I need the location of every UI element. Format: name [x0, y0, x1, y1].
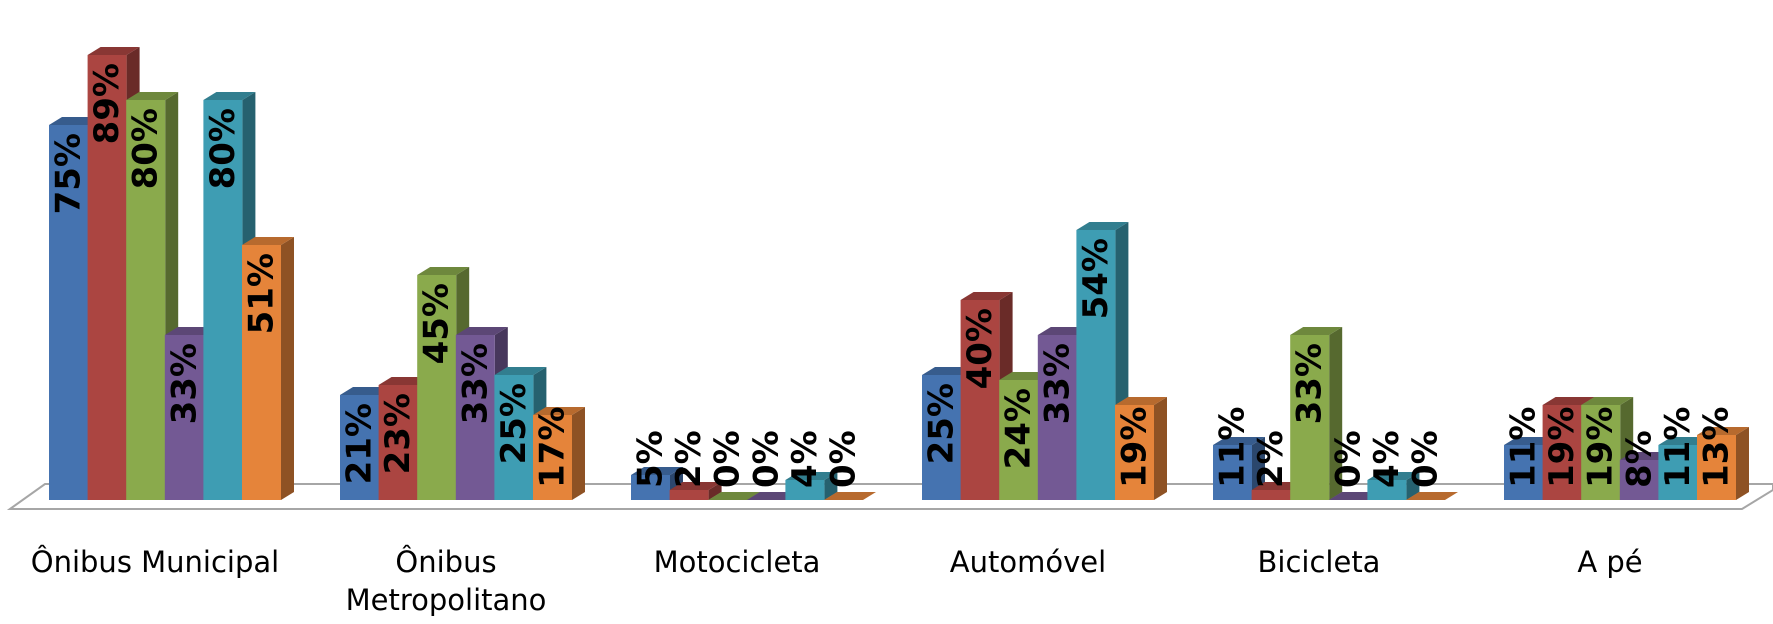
bar-3-5	[1115, 397, 1167, 500]
bar-1-2	[417, 267, 470, 500]
data-label-1-5: 17%	[533, 407, 573, 488]
data-label-5-2: 19%	[1581, 407, 1621, 488]
data-label-1-2: 45%	[417, 283, 457, 364]
category-label-4: Bicicleta	[1258, 545, 1381, 579]
bar-5-5	[1697, 427, 1749, 500]
data-label-4-1: 2%	[1251, 430, 1291, 488]
data-label-0-1: 89%	[87, 63, 127, 144]
data-label-0-5: 51%	[242, 253, 282, 334]
data-label-1-1: 23%	[378, 393, 418, 474]
category-label-1: Ônibus Metropolitano	[346, 545, 547, 617]
data-label-1-4: 25%	[494, 383, 534, 464]
data-label-4-2: 33%	[1290, 343, 1330, 424]
data-label-5-1: 19%	[1542, 407, 1582, 488]
bar-2-2	[708, 492, 761, 500]
data-label-2-4: 4%	[785, 430, 825, 488]
data-label-3-2: 24%	[999, 388, 1039, 469]
data-label-4-3: 0%	[1328, 430, 1368, 488]
bar-3-1	[960, 292, 1013, 500]
data-label-2-1: 2%	[669, 430, 709, 488]
chart-floor	[6, 483, 1773, 510]
bars-group	[49, 47, 1749, 500]
data-label-2-2: 0%	[708, 430, 748, 488]
data-label-0-2: 80%	[126, 108, 166, 189]
data-label-1-0: 21%	[340, 403, 380, 484]
data-labels-group: 75%89%80%33%80%51%21%23%45%33%25%17% 5%2%…	[49, 63, 1737, 488]
data-label-4-4: 4%	[1367, 430, 1407, 488]
category-label-0: Ônibus Municipal	[31, 545, 279, 579]
data-label-2-3: 0%	[746, 430, 786, 488]
bar-2-1	[669, 482, 722, 500]
category-label-2: Motocicleta	[654, 545, 821, 579]
bar-2-4	[785, 472, 838, 500]
data-label-4-0: 11%	[1213, 407, 1253, 488]
data-label-5-3: 8%	[1619, 430, 1659, 488]
data-label-0-0: 75%	[49, 133, 89, 214]
data-label-3-5: 19%	[1115, 407, 1155, 488]
category-labels-group: Ônibus Municipal Ônibus Metropolitano Motoc…	[31, 545, 1643, 617]
data-label-2-5: 0%	[824, 430, 864, 488]
bar-4-0	[1213, 437, 1265, 500]
bar-4-5	[1406, 492, 1458, 500]
data-label-3-4: 54%	[1076, 238, 1116, 319]
data-label-0-4: 80%	[203, 108, 243, 189]
data-label-5-4: 11%	[1658, 407, 1698, 488]
bar-2-5	[824, 492, 876, 500]
bar-4-4	[1367, 472, 1420, 500]
data-label-4-5: 0%	[1406, 430, 1446, 488]
bar-1-5	[533, 407, 585, 500]
data-label-1-3: 33%	[455, 343, 495, 424]
data-label-5-0: 11%	[1504, 407, 1544, 488]
data-label-0-3: 33%	[164, 343, 204, 424]
data-label-3-1: 40%	[960, 308, 1000, 389]
category-label-3: Automóvel	[950, 545, 1106, 579]
data-label-2-0: 5%	[631, 430, 671, 488]
bar-4-2	[1290, 327, 1343, 500]
data-label-3-3: 33%	[1037, 343, 1077, 424]
bar-0-5	[242, 237, 294, 500]
data-label-3-0: 25%	[922, 383, 962, 464]
category-label-5: A pé	[1577, 545, 1642, 579]
data-label-5-5: 13%	[1697, 407, 1737, 488]
